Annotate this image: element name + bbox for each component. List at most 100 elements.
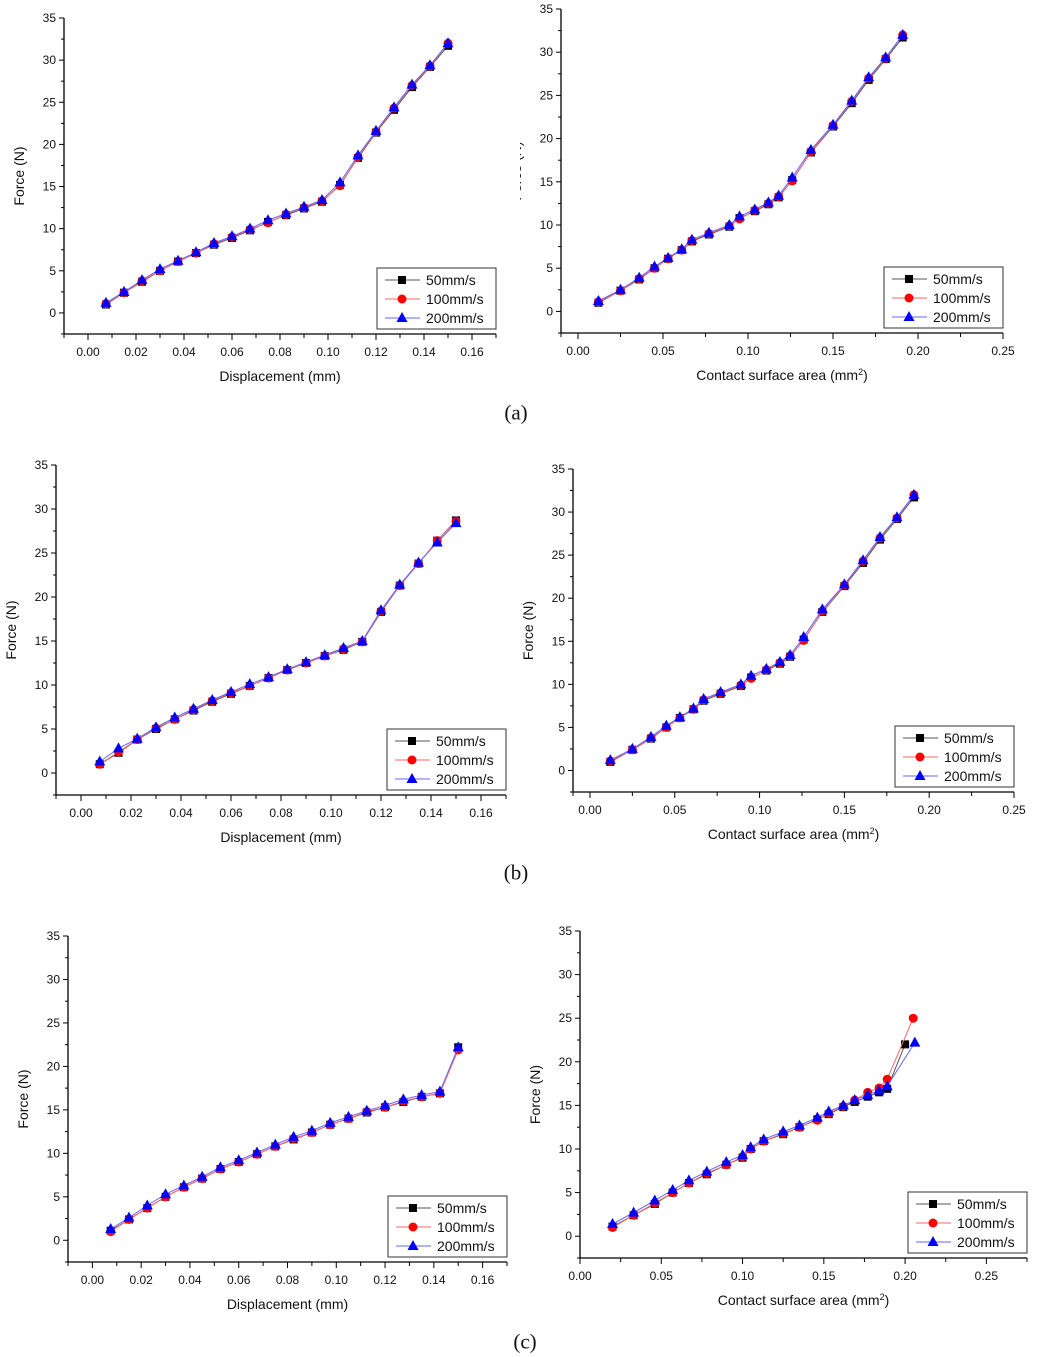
data-point <box>805 143 817 154</box>
data-point <box>880 51 892 62</box>
legend-label: 100mm/s <box>437 1219 495 1235</box>
y-axis-label: Force (N) <box>527 1065 543 1124</box>
data-point <box>288 1130 300 1141</box>
data-point <box>674 711 686 722</box>
legend-marker-triangle-icon <box>914 770 926 780</box>
legend-label: 50mm/s <box>426 272 476 288</box>
y-tick-label: 35 <box>552 462 566 476</box>
data-point <box>863 71 875 82</box>
data-point <box>244 678 256 689</box>
legend-marker-square-icon <box>905 275 913 283</box>
x-tick-label: 0.00 <box>568 1269 592 1283</box>
series-line <box>612 1042 916 1225</box>
y-tick-label: 15 <box>35 634 49 648</box>
x-tick-label: 0.20 <box>893 1269 917 1283</box>
x-tick-label: 0.25 <box>991 344 1015 358</box>
y-tick-label: 30 <box>47 972 61 986</box>
x-tick-label: 0.20 <box>918 803 942 817</box>
legend-label: 100mm/s <box>436 752 494 768</box>
x-tick-label: 0.25 <box>1002 803 1026 817</box>
series-200mm-s <box>607 1036 921 1228</box>
legend-label: 200mm/s <box>426 310 484 326</box>
data-point <box>698 692 710 703</box>
data-point <box>136 274 148 285</box>
data-point <box>723 219 735 229</box>
data-point <box>334 176 346 187</box>
x-tick-label: 0.02 <box>124 345 148 359</box>
legend-label: 200mm/s <box>436 771 494 787</box>
data-point <box>649 260 660 271</box>
data-point <box>397 1093 409 1104</box>
x-tick-label: 0.06 <box>219 806 243 820</box>
data-point <box>178 1179 190 1190</box>
y-tick-label: 10 <box>47 1146 61 1160</box>
data-point <box>823 1105 835 1116</box>
chart-c-contact-area: 0 5 10 15 20 25 30 35 0.00 0.05 0.10 0.15 0.20 0.25 Co… <box>527 924 1028 1308</box>
legend-marker-circle-icon <box>915 752 925 762</box>
x-tick-label: 0.14 <box>412 345 436 359</box>
y-axis-label: Force (N) <box>520 601 536 660</box>
series-line <box>105 42 449 304</box>
data-point <box>190 246 202 257</box>
y-tick-label: 0 <box>546 304 553 318</box>
data-point <box>720 1156 732 1167</box>
legend: 50mm/s 100mm/s 200mm/s <box>894 725 1015 788</box>
data-point <box>735 678 747 689</box>
x-tick-label: 0.10 <box>316 345 340 359</box>
data-point <box>263 671 274 682</box>
y-tick-label: 15 <box>559 1098 573 1112</box>
data-point <box>160 1188 172 1199</box>
x-tick-label: 0.00 <box>81 1273 105 1287</box>
data-point <box>649 1194 661 1205</box>
y-tick-label: 35 <box>47 929 61 943</box>
legend-marker-square-icon <box>929 1200 937 1208</box>
series-50mm-s <box>594 33 907 307</box>
data-point <box>251 1146 263 1157</box>
legend-marker-square-icon <box>916 734 924 742</box>
data-point <box>592 295 604 306</box>
series-100mm-s <box>593 30 908 307</box>
x-tick-label: 0.02 <box>129 1273 153 1287</box>
y-tick-label: 15 <box>540 175 554 189</box>
series-line <box>610 494 915 761</box>
y-tick-label: 35 <box>540 2 554 16</box>
legend-marker-circle-icon <box>408 1222 418 1232</box>
data-point <box>394 578 406 589</box>
chart-a-displacement: 0 5 10 15 20 25 30 35 0.00 0.02 0.04 0.06 0.08 0.10 0.… <box>11 11 497 384</box>
data-point <box>737 1149 749 1160</box>
legend: 50mm/s 100mm/s 200mm/s <box>387 1195 508 1258</box>
data-point <box>784 649 796 660</box>
y-tick-label: 15 <box>552 634 566 648</box>
data-point <box>874 531 886 542</box>
data-point <box>909 1036 921 1047</box>
x-tick-label: 0.08 <box>276 1273 300 1287</box>
data-point <box>762 196 774 207</box>
y-tick-label: 5 <box>53 1190 60 1204</box>
series-line <box>612 1018 914 1228</box>
legend-marker-triangle-icon <box>927 1236 939 1246</box>
y-tick-label: 35 <box>35 458 49 472</box>
y-tick-label: 25 <box>559 1011 573 1025</box>
y-tick-label: 10 <box>552 677 566 691</box>
x-tick-label: 0.20 <box>906 344 930 358</box>
data-point <box>862 1088 874 1099</box>
data-point <box>897 28 909 39</box>
y-axis-label: Force (N) <box>3 600 19 659</box>
y-tick-label: 10 <box>540 218 554 232</box>
x-axis-label-end: ) <box>885 1292 890 1308</box>
legend-label: 200mm/s <box>957 1234 1015 1250</box>
x-tick-label: 0.06 <box>227 1273 251 1287</box>
y-tick-label: 20 <box>43 137 57 151</box>
y-tick-label: 10 <box>43 222 57 236</box>
data-point <box>838 578 850 589</box>
data-point <box>262 214 274 225</box>
x-tick-label: 0.12 <box>373 1273 397 1287</box>
data-point <box>361 1104 373 1115</box>
data-point <box>786 171 798 182</box>
y-tick-label: 30 <box>35 502 49 516</box>
data-point <box>773 189 785 200</box>
data-point <box>837 1099 849 1110</box>
data-point <box>777 1125 789 1136</box>
data-point <box>760 662 772 673</box>
data-point <box>123 1211 135 1222</box>
